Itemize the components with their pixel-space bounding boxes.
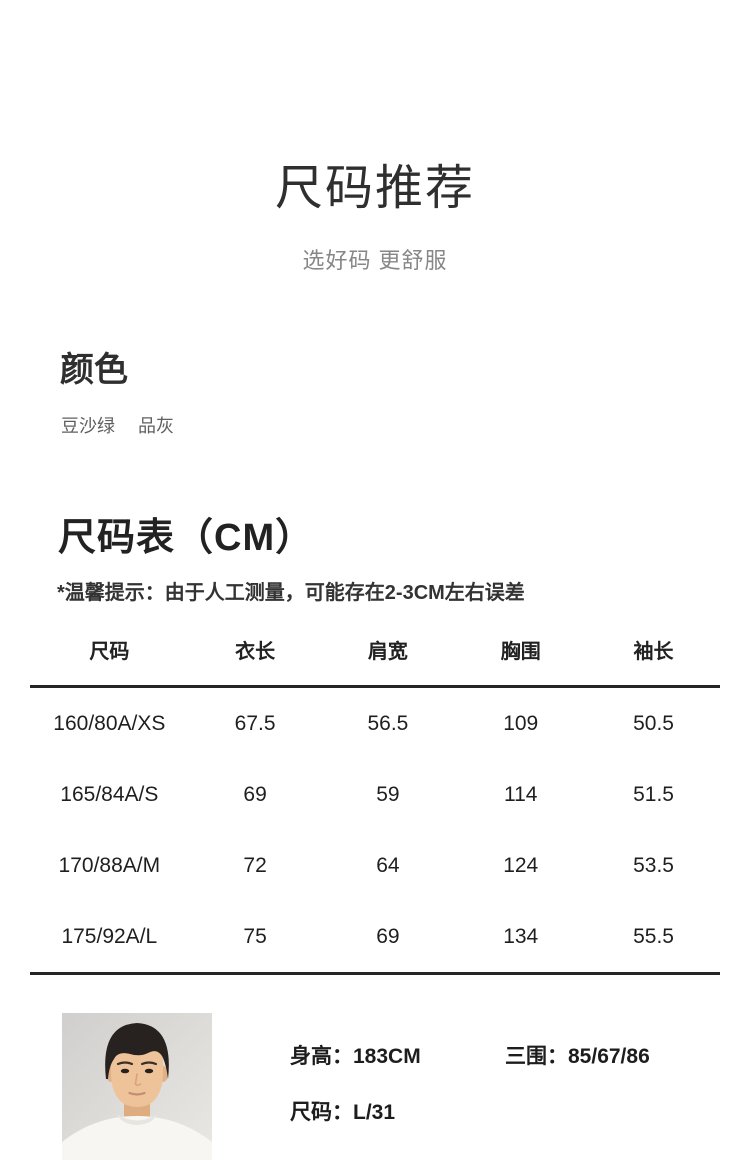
size-table: 尺码 衣长 肩宽 胸围 袖长 160/80A/XS 67.5 56.5 109 …	[30, 614, 720, 975]
size-cell: 75	[243, 924, 267, 948]
size-cell: 109	[503, 711, 539, 735]
col-header-bust: 胸围	[500, 641, 541, 663]
color-section-heading: 颜色	[60, 351, 128, 389]
col-header-sleeve: 袖长	[633, 641, 674, 663]
table-row: 175/92A/L 75 69 134 55.5	[30, 901, 720, 972]
model-height-value: 183CM	[353, 1045, 421, 1068]
size-cell: 72	[243, 853, 267, 877]
model-height: 身高：183CM	[290, 1040, 421, 1070]
model-photo	[62, 1013, 212, 1160]
size-row-label: 160/80A/XS	[53, 711, 166, 735]
size-cell: 53.5	[633, 853, 674, 877]
size-cell: 56.5	[367, 711, 409, 735]
color-options: 豆沙绿 品灰	[61, 412, 174, 438]
model-measurements-value: 85/67/86	[568, 1045, 650, 1068]
model-size-value: L/31	[353, 1101, 396, 1124]
size-cell: 50.5	[633, 711, 674, 735]
color-option-gray: 品灰	[138, 416, 174, 436]
model-height-label: 身高：	[290, 1045, 353, 1068]
model-size: 尺码：L/31	[290, 1101, 395, 1124]
table-row: 165/84A/S 69 59 114 51.5	[30, 759, 720, 830]
col-header-shoulder: 肩宽	[367, 641, 408, 663]
model-measurements-label: 三围：	[505, 1045, 568, 1068]
size-row-label: 170/88A/M	[58, 853, 161, 877]
page-subtitle: 选好码 更舒服	[302, 248, 448, 273]
size-cell: 64	[376, 853, 400, 877]
model-measurements: 三围：85/67/86	[505, 1040, 650, 1070]
size-cell: 124	[503, 853, 539, 877]
size-cell: 69	[376, 924, 400, 948]
size-cell: 51.5	[633, 782, 674, 806]
size-cell: 55.5	[633, 924, 674, 948]
size-cell: 69	[243, 782, 267, 806]
model-info-row: 身高：183CM 三围：85/67/86	[290, 1040, 750, 1074]
col-header-length: 衣长	[235, 641, 276, 663]
size-cell: 134	[503, 924, 539, 948]
page-title: 尺码推荐	[274, 162, 475, 215]
size-row-label: 175/92A/L	[61, 924, 158, 948]
size-table-body: 160/80A/XS 67.5 56.5 109 50.5 165/84A/S …	[30, 688, 720, 975]
size-cell: 67.5	[234, 711, 276, 735]
size-table-header-row: 尺码 衣长 肩宽 胸围 袖长	[30, 614, 720, 688]
model-info: 身高：183CM 三围：85/67/86 尺码：L/31	[290, 1040, 750, 1126]
col-header-size: 尺码	[89, 641, 130, 663]
size-cell: 114	[503, 782, 538, 806]
color-option-bean-green: 豆沙绿	[61, 416, 115, 436]
size-chart-heading: 尺码表（CM）	[58, 517, 315, 559]
table-row: 160/80A/XS 67.5 56.5 109 50.5	[30, 688, 720, 759]
table-row: 170/88A/M 72 64 124 53.5	[30, 830, 720, 901]
model-size-label: 尺码：	[290, 1101, 353, 1124]
size-row-label: 165/84A/S	[60, 782, 159, 806]
size-cell: 59	[376, 782, 400, 806]
model-info-row: 尺码：L/31	[290, 1096, 750, 1126]
size-chart-note: *温馨提示：由于人工测量，可能存在2-3CM左右误差	[57, 582, 525, 604]
